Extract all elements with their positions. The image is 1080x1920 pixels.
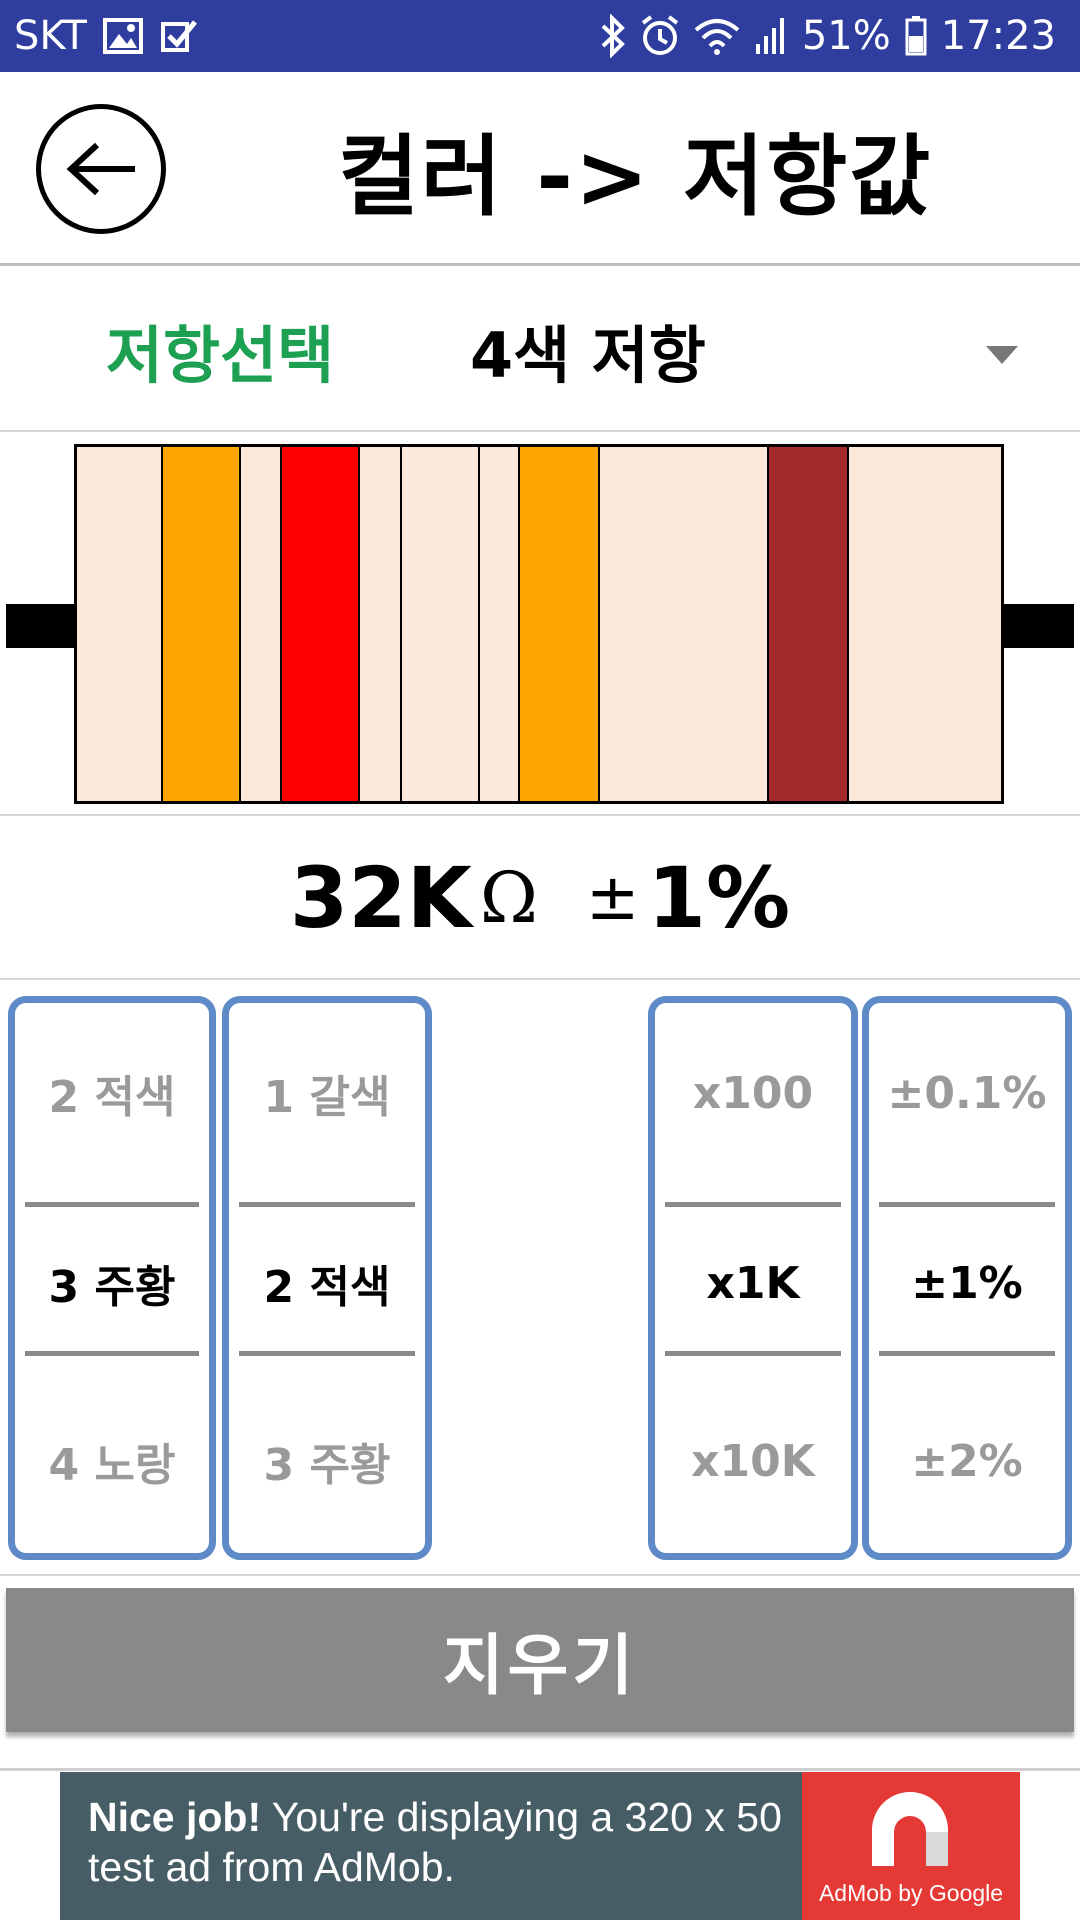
picker-divider xyxy=(879,1351,1055,1356)
resistor-type-dropdown[interactable]: 4색 저항 xyxy=(470,319,706,392)
picker-divider xyxy=(665,1202,841,1207)
picker-divider xyxy=(879,1202,1055,1207)
resistor-band-2[interactable] xyxy=(280,447,360,801)
battery-percent: 51% xyxy=(801,13,891,59)
wifi-icon xyxy=(694,16,740,56)
gallery-icon xyxy=(102,18,143,54)
ad-text: Nice job! You're displaying a 320 x 50 t… xyxy=(88,1792,828,1892)
picker-divider xyxy=(239,1351,415,1356)
status-bar-right: 51% 17:23 xyxy=(600,0,1056,72)
picker-option-below[interactable]: 3 주황 xyxy=(263,1440,391,1491)
picker-option-above[interactable]: 2 적색 xyxy=(48,1072,176,1123)
bluetooth-icon xyxy=(600,14,626,58)
picker-option-above[interactable]: x100 xyxy=(692,1067,814,1119)
ad-body: You're displaying a 320 x 50 test ad fro… xyxy=(88,1794,782,1890)
admob-logo-icon xyxy=(872,1792,948,1866)
multiplier-picker[interactable]: x100 x1K x10K xyxy=(648,996,858,1560)
resistor-type-label: 저항선택 xyxy=(106,319,335,392)
carrier-label: SKT xyxy=(14,13,87,59)
status-bar-left: SKT xyxy=(14,0,199,72)
picker-divider xyxy=(665,1351,841,1356)
resistor-lead-right xyxy=(1002,604,1074,648)
ohm-unit: Ω xyxy=(479,857,538,939)
battery-icon xyxy=(905,16,927,56)
resistor-band-5[interactable] xyxy=(767,447,849,801)
resistor-band-4[interactable] xyxy=(518,447,600,801)
back-button[interactable] xyxy=(36,104,166,234)
signal-icon xyxy=(754,16,788,56)
picker-option-below[interactable]: x10K xyxy=(691,1435,815,1487)
picker-divider xyxy=(239,1202,415,1207)
picker-option-above[interactable]: ±0.1% xyxy=(887,1067,1047,1119)
tolerance-picker[interactable]: ±0.1% ±1% ±2% xyxy=(862,996,1072,1560)
digit1-picker[interactable]: 2 적색 3 주황 4 노랑 xyxy=(8,996,216,1560)
resistor-body xyxy=(74,444,1004,804)
resistor-type-row: 저항선택 4색 저항 xyxy=(0,268,1080,432)
clock: 17:23 xyxy=(940,13,1056,59)
dropdown-caret-icon[interactable] xyxy=(986,346,1018,364)
plus-minus-symbol: ± xyxy=(585,861,640,935)
status-bar: SKT 51% 17:23 xyxy=(0,0,1080,72)
clear-button[interactable]: 지우기 xyxy=(6,1588,1074,1732)
ad-headline: Nice job! xyxy=(88,1794,262,1840)
tolerance-value: 1% xyxy=(647,849,791,947)
resistance-result: 32K Ω ± 1% xyxy=(0,818,1080,980)
picker-option-selected[interactable]: 2 적색 xyxy=(263,1262,391,1313)
picker-option-above[interactable]: 1 갈색 xyxy=(263,1072,391,1123)
ad-brand: AdMob by Google xyxy=(818,1880,1004,1906)
admob-logo: AdMob by Google xyxy=(802,1772,1020,1920)
picker-divider xyxy=(25,1351,199,1356)
picker-divider xyxy=(25,1202,199,1207)
page-title: 컬러 -> 저항값 xyxy=(337,124,933,228)
alarm-icon xyxy=(640,15,680,57)
resistance-value: 32K xyxy=(289,849,472,947)
picker-option-below[interactable]: ±2% xyxy=(911,1435,1023,1487)
check-icon xyxy=(159,18,199,54)
picker-option-below[interactable]: 4 노랑 xyxy=(48,1440,176,1491)
resistor-lead-left xyxy=(6,604,76,648)
picker-option-selected[interactable]: x1K xyxy=(706,1257,800,1309)
divider xyxy=(0,1768,1080,1771)
digit2-picker[interactable]: 1 갈색 2 적색 3 주황 xyxy=(222,996,432,1560)
resistor-diagram xyxy=(0,434,1080,816)
divider xyxy=(0,1574,1080,1576)
picker-option-selected[interactable]: ±1% xyxy=(911,1257,1023,1309)
resistor-band-1[interactable] xyxy=(161,447,241,801)
picker-option-selected[interactable]: 3 주황 xyxy=(48,1262,176,1313)
app-header: 컬러 -> 저항값 xyxy=(0,72,1080,266)
resistor-band-3[interactable] xyxy=(400,447,480,801)
ad-banner[interactable]: Nice job! You're displaying a 320 x 50 t… xyxy=(60,1772,1020,1920)
back-arrow-icon xyxy=(66,142,135,196)
